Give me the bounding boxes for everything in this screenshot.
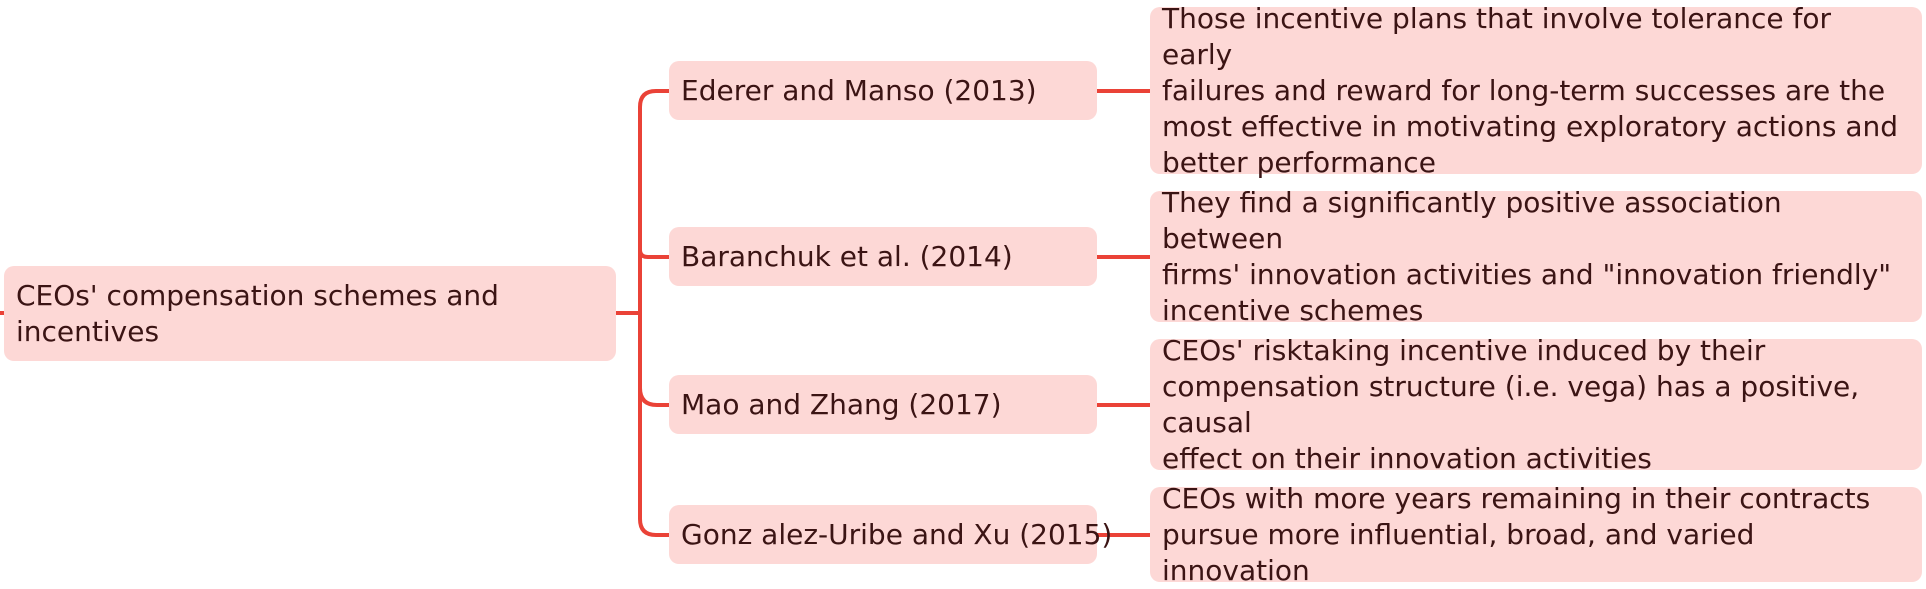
root-topic-line: CEOs' compensation schemes and	[16, 278, 499, 312]
finding-text: Those incentive plans that involve toler…	[1162, 1, 1910, 181]
reference-node-gonzalez-uribe-xu[interactable]: Gonz alez-Uribe and Xu (2015)	[669, 505, 1112, 564]
finding-line: Those incentive plans that involve toler…	[1162, 1, 1832, 71]
finding-line: CEOs with more years remaining in their …	[1162, 481, 1871, 515]
finding-line: They find a significantly positive assoc…	[1162, 185, 1782, 255]
finding-line: pursue more influential, broad, and vari…	[1162, 517, 1755, 587]
root-topic-node[interactable]: CEOs' compensation schemes and incentive…	[4, 266, 616, 361]
finding-line: most effective in motivating exploratory…	[1162, 109, 1899, 143]
finding-text: They find a significantly positive assoc…	[1162, 185, 1910, 329]
finding-text: CEOs' risktaking incentive induced by th…	[1162, 333, 1910, 477]
finding-line: CEOs' risktaking incentive induced by th…	[1162, 333, 1766, 367]
finding-node-ederer-manso[interactable]: Those incentive plans that involve toler…	[1150, 2, 1922, 179]
reference-node-ederer-manso[interactable]: Ederer and Manso (2013)	[669, 61, 1097, 120]
finding-line: failures and reward for long-term succes…	[1162, 73, 1886, 107]
reference-label: Gonz alez-Uribe and Xu (2015)	[681, 517, 1113, 551]
finding-line: effect on their innovation activities	[1162, 441, 1652, 475]
finding-node-gonzalez-uribe-xu[interactable]: CEOs with more years remaining in their …	[1150, 482, 1922, 587]
reference-label: Ederer and Manso (2013)	[681, 73, 1037, 107]
root-topic-text: CEOs' compensation schemes and incentive…	[16, 278, 499, 350]
reference-label: Mao and Zhang (2017)	[681, 387, 1002, 421]
finding-node-baranchuk[interactable]: They find a significantly positive assoc…	[1150, 186, 1922, 327]
finding-node-mao-zhang[interactable]: CEOs' risktaking incentive induced by th…	[1150, 334, 1922, 475]
finding-line: compensation structure (i.e. vega) has a…	[1162, 369, 1860, 439]
finding-line: firms' innovation activities and "innova…	[1162, 257, 1892, 291]
spine-connector	[638, 89, 669, 537]
finding-line: incentive schemes	[1162, 293, 1424, 327]
reference-label: Baranchuk et al. (2014)	[681, 239, 1013, 273]
reference-node-mao-zhang[interactable]: Mao and Zhang (2017)	[669, 375, 1097, 434]
finding-line: better performance	[1162, 145, 1436, 179]
spine-to-ref-3-connector	[638, 387, 669, 407]
root-topic-line: incentives	[16, 314, 160, 348]
finding-text: CEOs with more years remaining in their …	[1162, 481, 1910, 589]
spine-to-ref-2-connector	[638, 249, 669, 259]
reference-node-baranchuk[interactable]: Baranchuk et al. (2014)	[669, 227, 1097, 286]
